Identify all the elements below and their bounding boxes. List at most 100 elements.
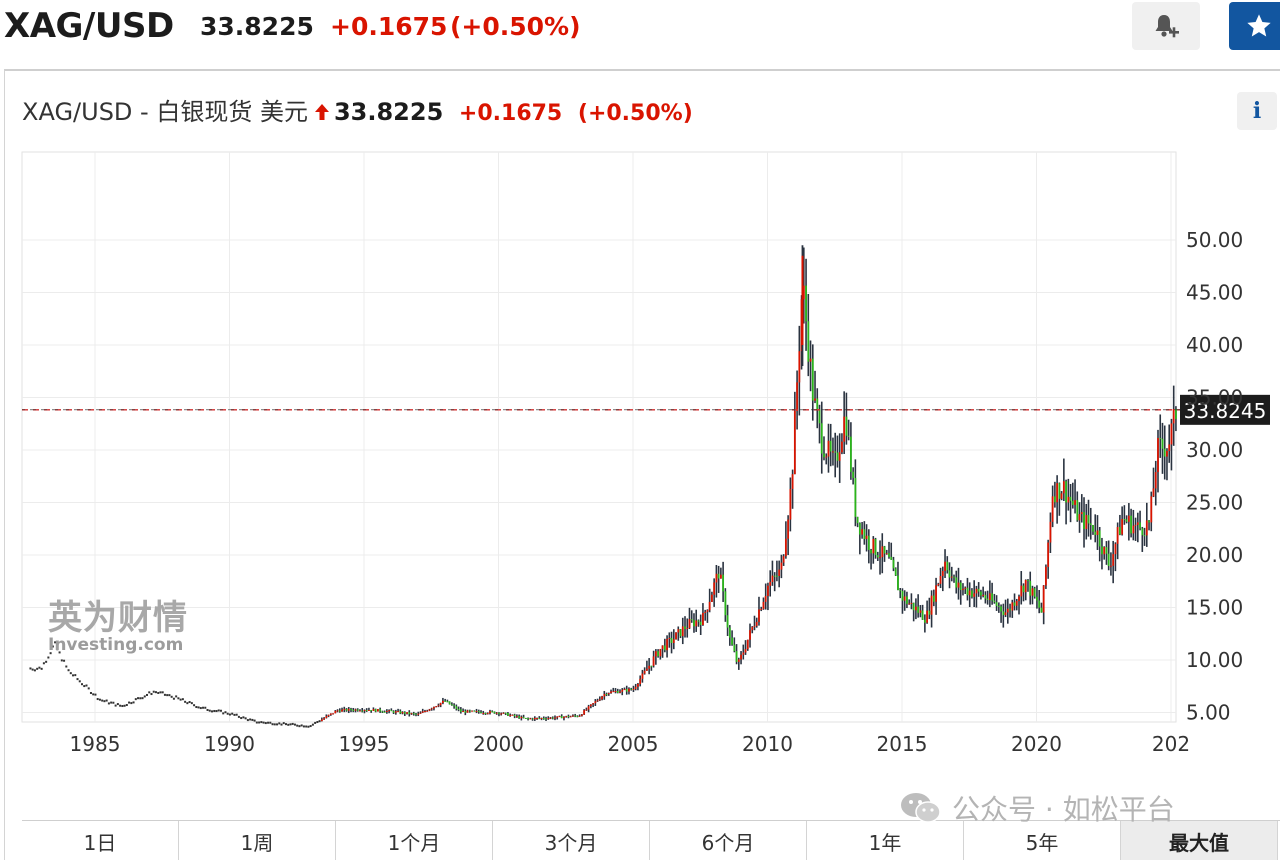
candle-body [1175,408,1177,420]
x-tick-label: 202 [1152,732,1190,756]
candle-body [507,713,509,716]
range-button-5[interactable]: 6个月 [650,821,807,860]
candle-body [910,602,913,604]
candle-body [688,619,691,628]
candle-body [930,595,933,615]
price-dot [92,693,95,696]
candle-body [1139,522,1141,529]
candle-body [1101,546,1103,555]
price-dot [240,717,243,720]
add-to-watchlist-button[interactable] [1229,2,1280,50]
candle-body [1058,483,1061,499]
range-button-7[interactable]: 5年 [964,821,1121,860]
candle-body [482,713,485,715]
candle-body [847,435,850,437]
candle-body [363,710,366,712]
candle-body [1071,500,1074,505]
candle-body [574,715,577,717]
candle-body [412,713,415,715]
price-dot [166,694,169,697]
candle-body [964,587,967,589]
candle-body [1143,535,1146,537]
range-button-3[interactable]: 1个月 [336,821,493,860]
price-dot [282,722,285,725]
range-button-4[interactable]: 3个月 [493,821,650,860]
candle-body [1065,481,1067,503]
price-dot [40,667,43,670]
range-button-8[interactable]: 最大值 [1121,821,1278,860]
candle-body [1049,521,1052,543]
range-button-1[interactable]: 1日 [22,821,179,860]
price-dot [98,698,101,701]
price-dot [231,712,234,715]
candle-body [955,577,958,588]
candle-body [1040,607,1043,613]
candle-body [545,718,547,720]
candle-body [921,610,924,620]
quote-header: XAG/USD 33.8225 +0.1675 (+0.50%) [0,0,1280,62]
logo-english: Investing.com [48,635,184,655]
range-button-2[interactable]: 1周 [179,821,336,860]
candle-body [513,714,516,717]
price-dot [150,693,153,696]
candle-body [1011,602,1014,611]
candle-body [711,594,713,602]
price-dot [242,716,245,719]
price-dot [287,723,290,726]
candle-body [471,710,473,712]
price-dot [181,698,184,701]
candle-body [419,712,422,714]
price-dot [161,691,164,694]
candle-body [448,701,451,705]
candle-body [879,557,881,559]
candle-body [1062,481,1065,494]
candle-body [894,568,897,576]
candle-body [1107,553,1110,566]
price-dot [276,723,279,726]
price-dot [302,725,305,728]
candle-body [578,715,581,717]
candle-body [829,440,832,452]
candle-body [551,717,554,719]
candle-body [946,561,949,571]
candle-body [619,691,621,693]
candle-body [650,665,653,667]
candle-body [585,709,588,711]
candle-body [1170,423,1173,445]
candle-body [737,659,740,662]
price-chart[interactable]: 33.8245 5.00 10.00 15.00 20.00 25.00 30.00 35.… [0,0,1280,800]
price-dot [96,698,99,701]
info-button[interactable]: i [1237,92,1277,130]
add-alert-button[interactable] [1132,2,1200,50]
price-dot [94,693,97,696]
candle-body [1078,514,1081,521]
price-dot [38,666,41,669]
candle-body [1114,543,1117,555]
price-dot [45,660,48,663]
candle-body [663,645,666,651]
candle-body [401,712,404,714]
price-dot [307,725,310,728]
current-price-line: 33.8245 [22,394,1270,425]
candle-body [1060,493,1063,499]
candle-body [598,699,601,701]
candle-body [473,710,476,712]
y-tick-label: 35.00 [1186,386,1243,410]
candle-body [717,573,720,579]
candle-body [993,600,996,603]
price-dot [105,699,108,702]
chart-title: XAG/USD - 白银现货 美元 33.8225 +0.1675 (+0.50%… [22,92,693,127]
candle-body [1089,523,1092,525]
price-dot [76,678,79,681]
candle-body [668,637,671,640]
candle-body [903,596,906,601]
candle-body [1157,437,1159,473]
candle-body [935,585,937,602]
y-tick-label: 10.00 [1186,648,1243,672]
price-dot [58,651,61,654]
candle-body [1042,585,1045,613]
range-button-6[interactable]: 1年 [807,821,964,860]
price-dot [280,723,283,726]
candle-body [968,590,971,596]
price-dot [206,709,209,712]
